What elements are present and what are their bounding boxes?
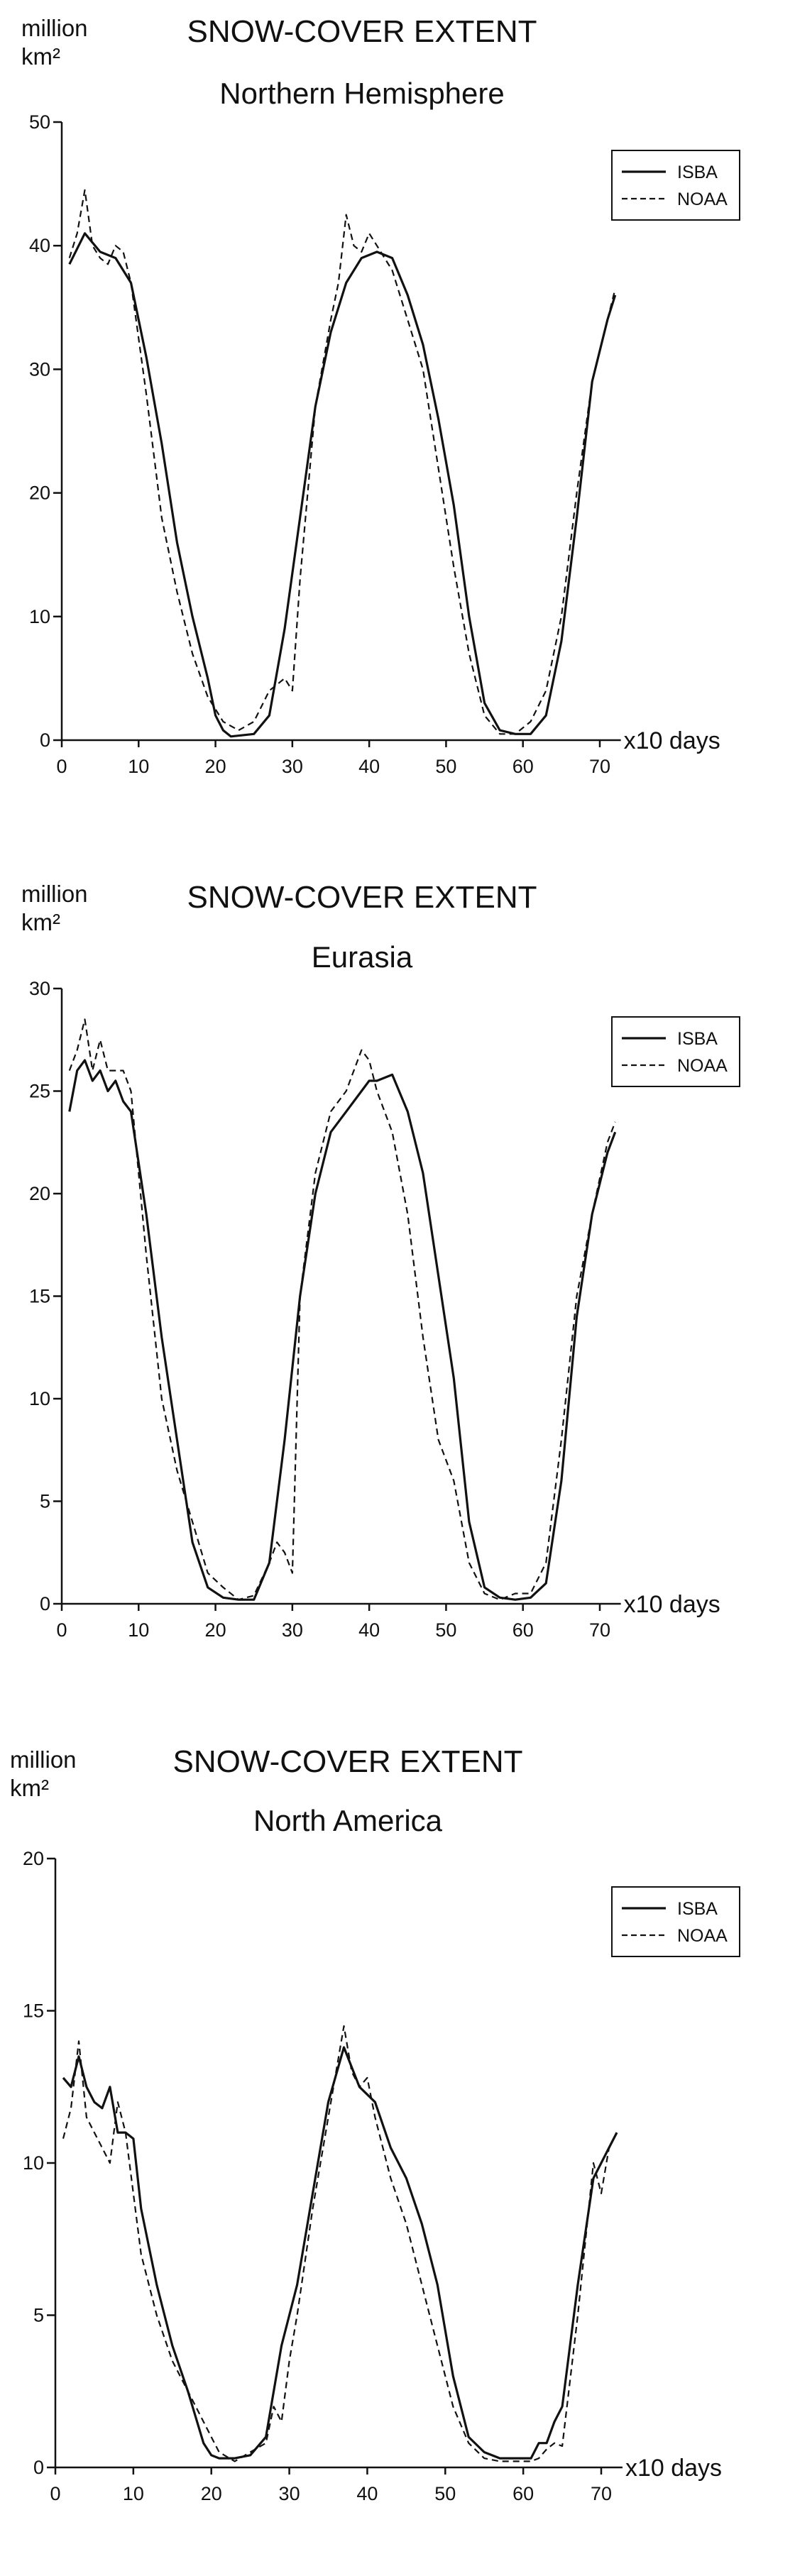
y-tick-label: 20	[29, 483, 50, 504]
chart-title: SNOW-COVER EXTENT	[187, 14, 537, 49]
y-tick-label: 30	[29, 358, 50, 380]
legend-label-noaa: NOAA	[677, 189, 728, 209]
line-chart-northern-hemisphere: 0 10 20 30 40 50 0 10 20 30 40 50 60 70 x10 days ISBA NO…	[29, 111, 740, 777]
y-tick-label: 15	[29, 1286, 50, 1307]
x-tick-label: 60	[512, 2483, 534, 2504]
x-tick-label: 40	[356, 2483, 378, 2504]
x-axis-label: x10 days	[625, 2455, 722, 2482]
chart-title: SNOW-COVER EXTENT	[187, 880, 537, 915]
y-tick-label: 20	[23, 1848, 44, 1869]
x-tick-label: 50	[435, 756, 456, 777]
series-line-noaa	[68, 1018, 616, 1601]
x-tick-label: 0	[50, 2483, 60, 2504]
x-tick-label: 20	[205, 756, 226, 777]
legend-label-isba: ISBA	[677, 163, 718, 182]
y-tick-label: 15	[23, 2000, 44, 2022]
legend-box	[611, 1016, 740, 1087]
y-tick-label: 10	[23, 2152, 44, 2174]
x-axis-label: x10 days	[624, 1591, 720, 1618]
legend-label-isba: ISBA	[677, 1899, 718, 1919]
y-tick-label: 0	[40, 730, 50, 751]
y-axis-label: million km²	[21, 15, 88, 70]
x-tick-label: 70	[591, 2483, 612, 2504]
x-axis-label: x10 days	[624, 727, 720, 754]
x-tick-label: 40	[358, 756, 380, 777]
y-tick-label: 5	[40, 1491, 50, 1512]
x-tick-label: 60	[512, 1619, 534, 1641]
series-line-noaa	[68, 189, 616, 735]
y-tick-label: 0	[40, 1593, 50, 1614]
y-tick-label: 20	[29, 1183, 50, 1204]
y-tick-label: 0	[33, 2457, 44, 2478]
legend-box	[611, 150, 740, 221]
x-tick-label: 10	[128, 1619, 149, 1641]
chart-subtitle: Eurasia	[311, 940, 413, 974]
y-tick-label: 10	[29, 1388, 50, 1409]
x-tick-label: 30	[282, 1619, 303, 1641]
chart-subtitle: Northern Hemisphere	[219, 77, 505, 110]
y-tick-label: 5	[33, 2305, 44, 2326]
x-tick-label: 0	[56, 756, 67, 777]
x-tick-label: 20	[201, 2483, 222, 2504]
chart-panel-north-america: million km² SNOW-COVER EXTENT North Amer…	[0, 1717, 795, 2576]
x-tick-label: 50	[434, 2483, 456, 2504]
x-tick-label: 70	[589, 1619, 610, 1641]
y-tick-label: 25	[29, 1081, 50, 1102]
series-line-isba	[68, 1059, 617, 1601]
y-axis-label: million km²	[10, 1746, 77, 1801]
x-tick-label: 50	[435, 1619, 456, 1641]
legend-label-noaa: NOAA	[677, 1926, 728, 1946]
chart-title: SNOW-COVER EXTENT	[172, 1744, 523, 1779]
x-tick-label: 70	[589, 756, 610, 777]
series-line-isba	[62, 2046, 618, 2460]
series-line-noaa	[62, 2025, 610, 2462]
y-axis-label: million km²	[21, 881, 88, 935]
x-tick-label: 10	[128, 756, 149, 777]
series-line-isba	[68, 232, 617, 738]
chart-subtitle: North America	[253, 1804, 443, 1837]
y-tick-label: 40	[29, 235, 50, 256]
y-tick-label: 50	[29, 111, 50, 133]
legend-box	[611, 1886, 740, 1957]
x-tick-label: 30	[279, 2483, 300, 2504]
x-tick-label: 20	[205, 1619, 226, 1641]
line-chart-eurasia: 0 5 10 15 20 25 30 0 10 20 30 40 50 60 70 x10 days ISBA N…	[29, 978, 740, 1641]
y-tick-label: 30	[29, 978, 50, 999]
x-tick-label: 30	[282, 756, 303, 777]
x-tick-label: 0	[56, 1619, 67, 1641]
x-tick-label: 10	[123, 2483, 144, 2504]
chart-panel-eurasia: million km² SNOW-COVER EXTENT Eurasia 0 5…	[0, 859, 795, 1717]
x-tick-label: 40	[358, 1619, 380, 1641]
line-chart-north-america: 0 5 10 15 20 0 10 20 30 40 50 60 70 x10 days ISBA NOAA	[23, 1848, 740, 2504]
legend-label-isba: ISBA	[677, 1029, 718, 1049]
x-tick-label: 60	[512, 756, 534, 777]
y-tick-label: 10	[29, 606, 50, 627]
legend-label-noaa: NOAA	[677, 1056, 728, 1076]
chart-panel-northern-hemisphere: million km² SNOW-COVER EXTENT Northern H…	[0, 0, 795, 859]
